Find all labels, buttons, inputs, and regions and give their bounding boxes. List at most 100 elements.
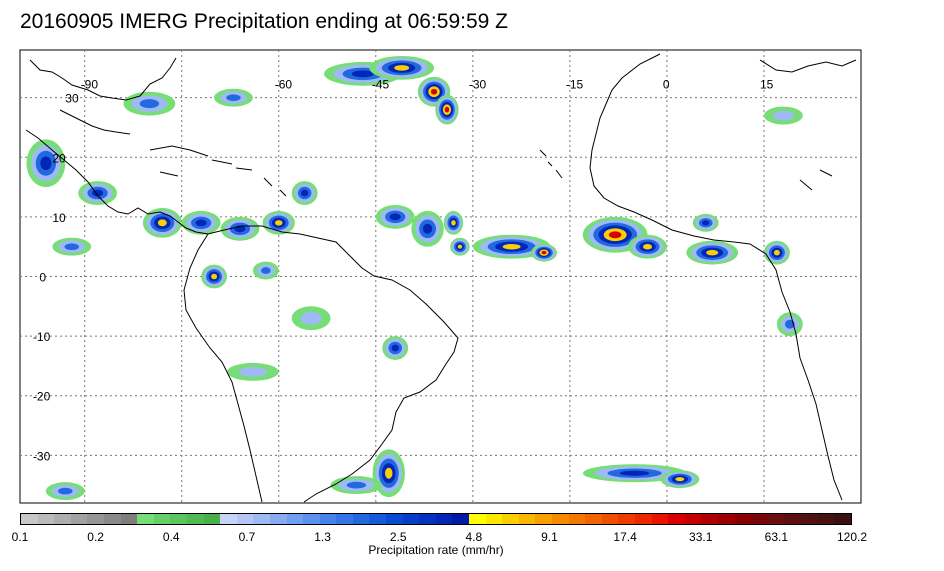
precip-cell [275,220,283,226]
precip-cell [260,267,271,274]
colorbar-swatch [103,514,121,524]
colorbar-swatch [767,514,785,524]
colorbar-swatch [286,514,304,524]
colorbar-swatch [402,514,420,524]
colorbar-swatch [618,514,635,524]
colorbar-swatch [220,514,237,524]
colorbar-tick-label: 1.3 [314,530,331,544]
precip-cell [675,477,685,482]
precip-cell [389,213,401,221]
precipitation-field [26,55,803,501]
colorbar-swatch [369,514,387,524]
longitude-label: 15 [760,78,774,92]
colorbar-tick-label: 0.7 [238,530,256,544]
colorbar-tick-label: 63.1 [764,530,789,544]
colorbar-tick-label: 0.4 [162,530,180,544]
colorbar-swatch [153,514,171,524]
colorbar-swatch [734,514,752,524]
precip-cell [139,99,160,109]
colorbar-tick-label: 17.4 [613,530,637,544]
colorbar-swatch [518,514,536,524]
colorbar-swatch [87,514,104,524]
colorbar-swatch [701,514,718,524]
coastline-africa [589,53,843,501]
colorbar-swatch [336,514,353,524]
colorbar-swatch [21,514,38,524]
colorbar-swatch [319,514,337,524]
colorbar-swatch [684,514,702,524]
latitude-label: 10 [52,211,66,225]
colorbar-swatch [352,514,370,524]
precip-cell [64,243,80,251]
precip-cell [422,223,433,234]
colorbar-swatch [120,514,138,524]
colorbar-swatch [601,514,619,524]
colorbar-swatch [419,514,436,524]
colorbar-swatch [203,514,221,524]
colorbar-swatch [552,514,569,524]
precip-cell [619,470,650,476]
precip-cell [300,311,322,325]
colorbar-swatch [435,514,453,524]
coastline-islands [539,149,833,191]
latitude-label: -30 [33,449,51,463]
colorbar-tick-label: 33.1 [689,530,713,544]
colorbar-swatch [751,514,768,524]
longitude-label: -60 [275,78,293,92]
longitude-label: -45 [372,78,390,92]
colorbar-swatch [502,514,519,524]
colorbar-swatch [170,514,187,524]
precip-cell [195,219,207,227]
colorbar-swatch [784,514,801,524]
precip-cell [346,481,367,489]
colorbar-swatch [303,514,320,524]
precip-cell [457,244,463,249]
latitude-label: 20 [52,151,66,165]
precip-cell [502,243,521,250]
colorbar-swatch [568,514,586,524]
longitude-label: -90 [81,78,99,92]
precip-cell [706,249,719,256]
colorbar-ticks: 0.1 0.2 0.4 0.7 1.3 2.5 4.8 9.1 17.4 33.1 63.1 120.… [0,530,944,544]
colorbar-swatch [800,514,818,524]
colorbar [20,513,852,525]
coastline-caribbean [149,145,287,197]
coastline-north-america [25,57,209,235]
longitude-label: -15 [566,78,584,92]
colorbar-swatch [269,514,287,524]
colorbar-swatch [717,514,735,524]
coastline-europe [759,59,857,73]
latitude-label: -10 [33,330,51,344]
colorbar-swatch [535,514,552,524]
latitude-label: 0 [39,271,46,285]
colorbar-swatch [452,514,470,524]
precip-cell [300,189,309,197]
colorbar-swatch [386,514,403,524]
colorbar-swatch [469,514,486,524]
precip-cell [238,366,268,377]
colorbar-swatch [668,514,685,524]
precip-cell [541,250,547,255]
latitude-labels: 30 20 10 0 -10 -20 -30 [33,92,79,464]
colorbar-swatch [70,514,88,524]
precip-cell [444,106,450,113]
colorbar-swatch [37,514,55,524]
precip-cell [702,220,710,226]
colorbar-swatch [236,514,254,524]
precip-cell [643,243,652,250]
precip-cell [430,88,438,95]
precip-cell [58,487,73,495]
colorbar-swatch [54,514,71,524]
colorbar-tick-label: 4.8 [465,530,483,544]
precip-cell [385,467,393,479]
colorbar-swatch [186,514,204,524]
precip-cell [451,220,456,226]
colorbar-label: Precipitation rate (mm/hr) [368,543,504,557]
colorbar-swatch [253,514,270,524]
precip-cell [211,273,218,280]
latitude-label: 30 [65,92,79,106]
precip-cell [772,110,794,121]
colorbar-swatch [817,514,835,524]
longitude-label: 0 [663,78,670,92]
